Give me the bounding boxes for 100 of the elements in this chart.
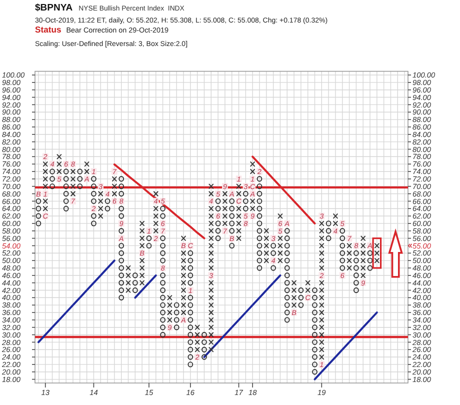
point bbox=[98, 198, 104, 204]
point bbox=[208, 220, 214, 226]
point bbox=[188, 310, 194, 316]
point bbox=[264, 250, 270, 256]
point bbox=[367, 250, 373, 256]
point bbox=[56, 168, 62, 174]
point bbox=[312, 332, 318, 338]
point bbox=[91, 183, 96, 190]
point bbox=[208, 317, 214, 323]
point bbox=[256, 235, 262, 242]
point bbox=[84, 168, 90, 174]
point bbox=[118, 258, 124, 264]
point bbox=[242, 190, 248, 197]
point bbox=[346, 258, 352, 264]
point bbox=[118, 206, 124, 212]
point bbox=[215, 228, 221, 234]
point bbox=[118, 183, 124, 190]
point bbox=[42, 198, 48, 204]
point bbox=[77, 183, 83, 190]
point bbox=[118, 228, 124, 234]
point bbox=[160, 280, 166, 286]
point bbox=[42, 206, 48, 212]
point bbox=[139, 272, 145, 278]
point bbox=[312, 346, 318, 352]
point bbox=[91, 190, 96, 197]
point bbox=[318, 280, 324, 286]
point bbox=[312, 302, 318, 308]
point bbox=[229, 228, 235, 234]
point bbox=[50, 168, 55, 174]
point bbox=[208, 302, 214, 308]
point bbox=[291, 280, 297, 286]
point bbox=[160, 310, 166, 316]
point bbox=[208, 310, 214, 316]
point bbox=[188, 302, 194, 308]
point bbox=[354, 287, 359, 294]
point bbox=[367, 265, 373, 271]
point bbox=[354, 280, 359, 286]
point bbox=[340, 235, 346, 242]
point bbox=[208, 294, 214, 301]
point bbox=[160, 213, 166, 219]
point bbox=[208, 346, 214, 352]
point bbox=[98, 206, 104, 212]
point bbox=[91, 198, 96, 204]
point bbox=[180, 250, 186, 256]
point bbox=[188, 317, 194, 323]
point bbox=[312, 287, 318, 294]
point bbox=[180, 294, 186, 301]
point bbox=[126, 280, 131, 286]
point bbox=[174, 317, 180, 323]
point bbox=[208, 250, 214, 256]
point bbox=[91, 213, 96, 219]
point bbox=[91, 176, 96, 182]
point bbox=[160, 235, 166, 242]
point bbox=[160, 206, 166, 212]
point bbox=[118, 287, 124, 294]
point bbox=[318, 332, 324, 338]
point bbox=[250, 206, 256, 212]
point bbox=[340, 242, 346, 249]
point bbox=[160, 324, 166, 330]
point bbox=[153, 190, 159, 197]
point bbox=[167, 310, 172, 316]
point bbox=[70, 190, 76, 197]
point bbox=[215, 206, 221, 212]
point bbox=[188, 339, 194, 346]
point bbox=[215, 220, 221, 226]
point bbox=[346, 242, 352, 249]
point bbox=[284, 272, 290, 278]
point bbox=[256, 183, 262, 190]
point bbox=[305, 280, 311, 286]
point bbox=[256, 206, 262, 212]
point bbox=[63, 183, 69, 190]
point bbox=[104, 206, 110, 212]
point bbox=[291, 287, 297, 294]
point bbox=[318, 220, 324, 226]
point bbox=[174, 302, 180, 308]
point bbox=[208, 287, 214, 294]
point bbox=[318, 235, 324, 242]
point bbox=[318, 265, 324, 271]
point bbox=[236, 213, 242, 219]
point bbox=[284, 287, 290, 294]
point bbox=[188, 272, 194, 278]
point bbox=[63, 198, 69, 204]
point bbox=[42, 183, 48, 190]
point bbox=[229, 213, 235, 219]
point bbox=[118, 280, 124, 286]
point bbox=[215, 235, 221, 242]
point bbox=[256, 198, 262, 204]
point bbox=[340, 265, 346, 271]
point bbox=[126, 265, 131, 271]
point bbox=[208, 258, 214, 264]
point bbox=[242, 198, 248, 204]
point bbox=[264, 235, 270, 242]
point bbox=[332, 213, 338, 219]
point bbox=[250, 168, 256, 174]
point bbox=[126, 287, 131, 294]
point bbox=[153, 206, 159, 212]
point bbox=[298, 294, 304, 300]
point bbox=[50, 176, 55, 182]
point bbox=[139, 265, 145, 271]
point bbox=[256, 265, 262, 271]
